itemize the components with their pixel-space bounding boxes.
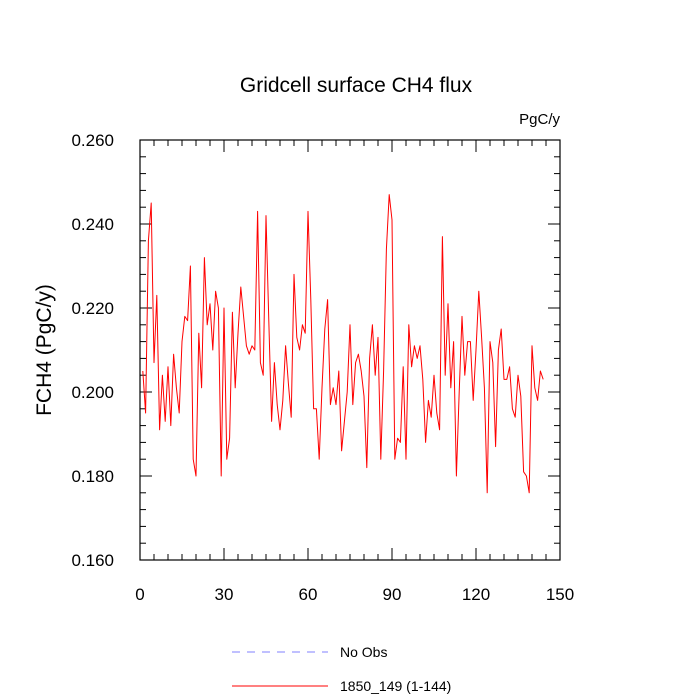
series-line [142,194,544,494]
y-axis-label: FCH4 (PgC/y) [33,284,56,416]
y-tick-label: 0.240 [71,215,114,234]
units-label: PgC/y [519,111,560,128]
y-tick-label: 0.220 [71,299,114,318]
x-tick-label: 0 [135,585,144,604]
y-tick-label: 0.160 [71,551,114,570]
axes: 0 30 60 90 120 150 0.160 0.180 0.200 0.220 0.240 0.… [71,131,574,604]
x-tick-label: 150 [546,585,574,604]
series-layer [142,194,544,494]
y-tick-label: 0.180 [71,467,114,486]
legend: No Obs 1850_149 (1-144) [232,644,451,694]
x-tick-label: 90 [383,585,402,604]
chart-title: Gridcell surface CH4 flux [240,74,473,97]
x-tick-label: 60 [299,585,318,604]
x-tick-label: 30 [215,585,234,604]
plot-frame [139,139,561,561]
y-tick-label: 0.200 [71,383,114,402]
legend-label: 1850_149 (1-144) [340,678,451,694]
x-tick-label: 120 [462,585,490,604]
legend-label: No Obs [340,644,387,660]
y-tick-label: 0.260 [71,131,114,150]
